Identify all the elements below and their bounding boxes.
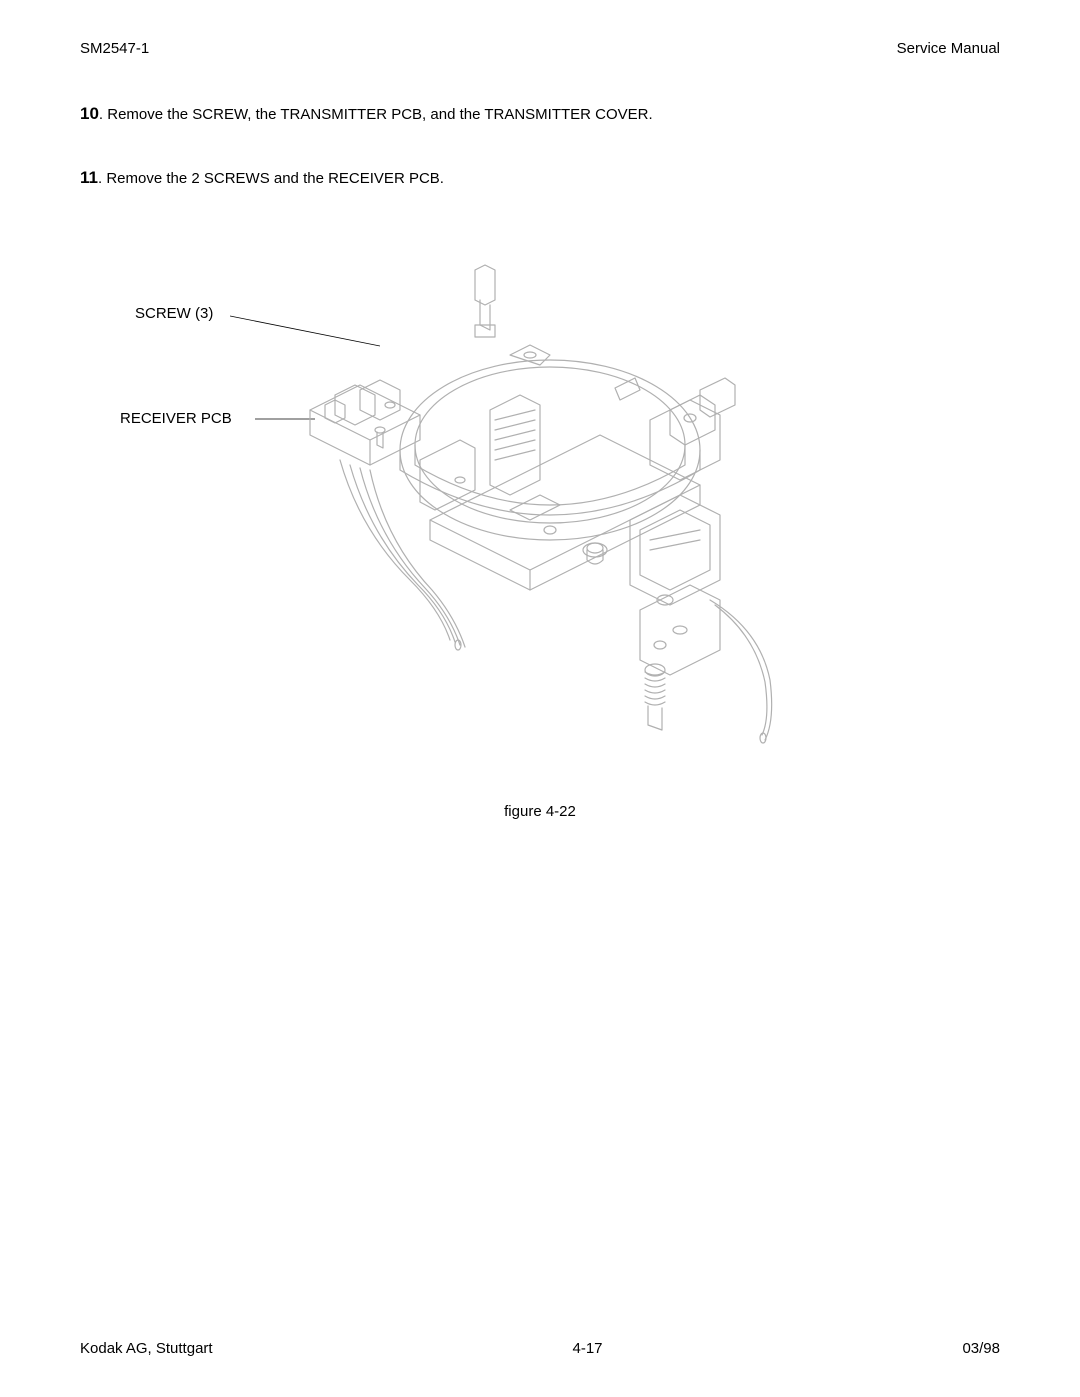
label-receiver: RECEIVER PCB	[120, 410, 232, 427]
page-footer: Kodak AG, Stuttgart 4-17 03/98	[80, 1340, 1000, 1357]
figure-caption: figure 4-22	[80, 803, 1000, 820]
doc-id: SM2547-1	[80, 40, 149, 57]
footer-company: Kodak AG, Stuttgart	[80, 1340, 213, 1357]
doc-type: Service Manual	[897, 40, 1000, 57]
figure-container: SCREW (3) RECEIVER PCB	[80, 250, 1000, 810]
footer-page: 4-17	[573, 1340, 603, 1357]
step-11: 11. Remove the 2 SCREWS and the RECEIVER…	[80, 166, 1000, 190]
step-10: 10. Remove the SCREW, the TRANSMITTER PC…	[80, 102, 1000, 126]
step-number: 11	[80, 168, 98, 187]
step-text: . Remove the SCREW, the TRANSMITTER PCB,…	[99, 106, 653, 123]
label-screw: SCREW (3)	[135, 305, 213, 322]
page-header: SM2547-1 Service Manual	[80, 40, 1000, 57]
step-text: . Remove the 2 SCREWS and the RECEIVER P…	[98, 170, 444, 187]
step-number: 10	[80, 104, 99, 123]
assembly-diagram	[260, 250, 820, 770]
footer-date: 03/98	[962, 1340, 1000, 1357]
